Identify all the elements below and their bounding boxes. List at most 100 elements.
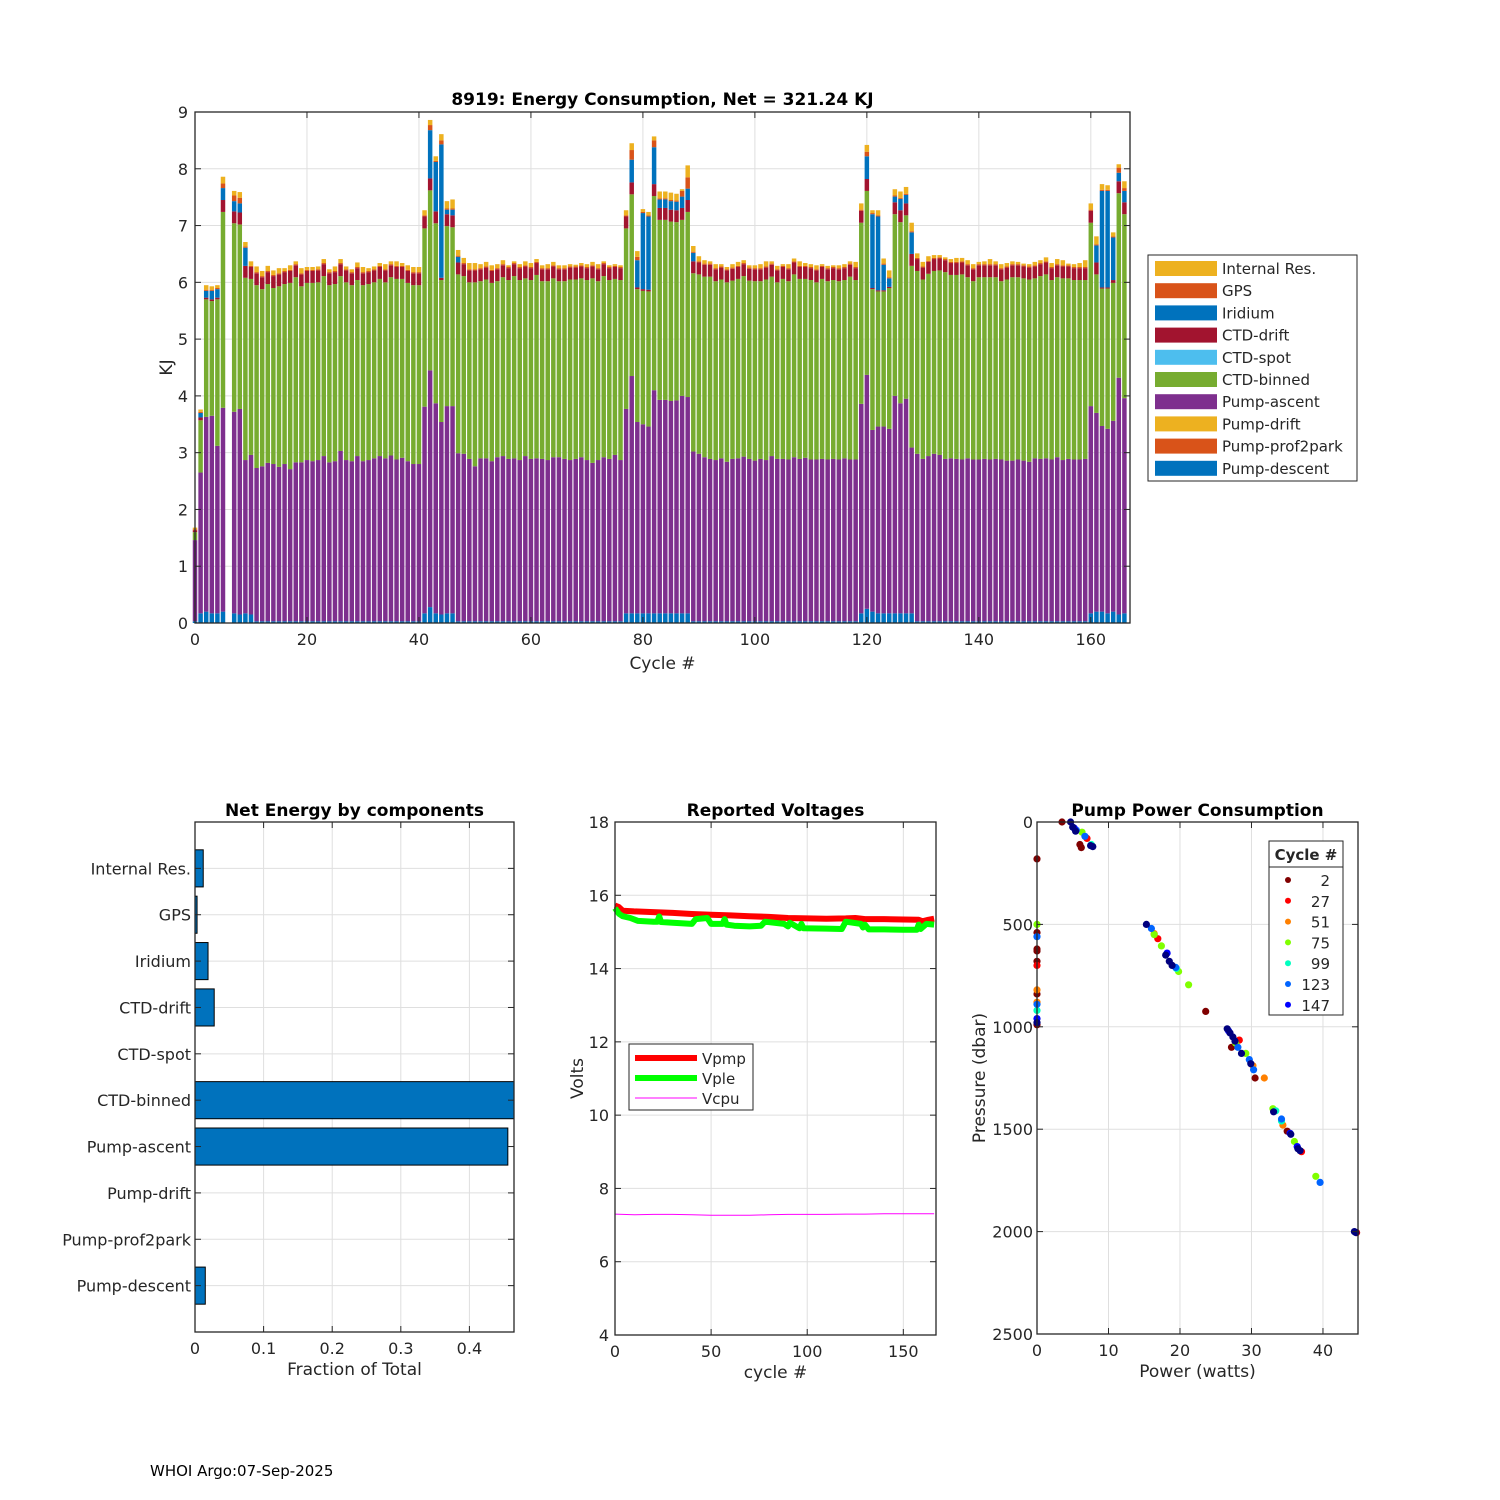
scatter-point-cycle-2 [1202,1007,1210,1016]
legend-swatch [1155,349,1217,365]
bar-segment-pump-descent [970,621,976,623]
bar-segment-gps [741,263,746,265]
bar-segment-ctd-binned [993,277,998,459]
bar-segment-ctd-binned [405,282,410,462]
bar-segment-internal-res- [735,261,741,266]
scatter-point-cycle-75 [1150,931,1158,939]
bar-segment-ctd-drift [987,265,993,278]
bar-segment-ctd-drift [539,269,545,282]
bar-segment-internal-res- [360,267,366,273]
bar-segment-ctd-binned [517,280,522,461]
bar-segment-internal-res- [713,264,718,269]
legend-marker [1285,960,1291,967]
bar-segment-ctd-binned [523,278,528,457]
bar-segment-ctd-binned [215,299,220,446]
bar-segment-pump-descent [483,621,489,623]
bar-segment-ctd-drift [646,289,651,292]
bar-segment-ctd-binned [724,282,730,462]
bar-segment-ctd-drift [215,297,220,300]
bar-segment-ctd-binned [243,277,248,461]
legend-label: Pump-drift [1222,415,1301,433]
bar-segment-pump-descent [1032,621,1038,623]
bar-segment-ctd-drift [579,266,584,279]
bar-segment-ctd-drift [663,207,668,220]
footer-timestamp: WHOI Argo:07-Sep-2025 [150,1462,333,1480]
bar-segment-ctd-drift [909,253,914,266]
bar-segment-pump-ascent [1043,458,1049,622]
legend-swatch [1155,372,1217,387]
bar-segment-gps [1071,267,1077,269]
bar-segment-pump-ascent [998,459,1004,622]
bar-segment-internal-res- [523,261,528,266]
bar-segment-pump-ascent [1066,458,1071,622]
bar-segment-pump-descent [797,621,802,623]
bar-segment-ctd-binned [467,282,472,459]
bar-segment-pump-ascent [814,459,819,622]
y-tick-label: 500 [1002,915,1033,934]
bar-segment-ctd-drift [287,270,293,283]
bar-segment-gps [422,215,427,217]
bar-segment-ctd-drift [970,269,976,282]
bar-segment-gps [1054,264,1060,266]
bar-segment-iridium [1094,245,1099,263]
bar-segment-pump-ascent [511,458,517,622]
bar-segment-gps [954,261,959,264]
bar-segment-gps [937,257,942,259]
bar-segment-pump-ascent [500,456,506,622]
bar-segment-ctd-drift [954,263,959,275]
bar-segment-internal-res- [1071,264,1077,267]
bar-segment-pump-descent [433,613,438,623]
bar-segment-ctd-binned [444,226,450,407]
y-tick-label: 6 [178,273,188,292]
bar-segment-gps [724,269,730,271]
legend-marker [1285,1001,1291,1008]
bar-segment-ctd-binned [1049,280,1054,460]
bar-segment-pump-ascent [276,466,282,622]
bar-segment-pump-descent [847,621,853,623]
bar-segment-gps [562,268,567,270]
bar-segment-iridium [691,252,696,262]
bar-segment-ctd-drift [842,268,847,281]
x-tick-label: 0 [610,1342,620,1361]
y-tick-label: 2000 [992,1223,1033,1242]
legend-swatch [1155,327,1217,343]
bar-segment-ctd-drift [405,270,410,283]
bar-segment-ctd-drift [1088,210,1094,223]
bar-segment-pump-descent [1043,621,1049,623]
bar-segment-iridium [881,264,886,291]
bar-segment-pump-ascent [461,453,466,622]
bar-segment-ctd-drift [495,269,500,282]
bar-segment-pump-ascent [1021,460,1026,622]
bar-segment-gps [539,268,545,270]
bar-segment-pump-ascent [635,422,640,614]
bar-segment-internal-res- [674,193,679,201]
bar-segment-pump-descent [271,621,276,623]
bar-segment-gps [349,272,355,274]
bar-segment-ctd-drift [1054,265,1060,278]
bar-segment-iridium [903,194,909,204]
bar-segment-gps [595,268,601,270]
bar-segment-pump-ascent [612,454,618,622]
scatter-point-cycle-other [1072,827,1080,835]
bar-segment-iridium [657,199,662,208]
bar-segment-pump-ascent [478,458,483,622]
bar-segment-pump-descent [1116,614,1122,623]
bar-segment-ctd-binned [1082,280,1088,459]
bar-segment-pump-ascent [388,455,394,622]
bar-segment-pump-descent [495,621,500,623]
bar-segment-pump-descent [388,621,394,623]
bar-segment-iridium [668,201,674,210]
bar-segment-internal-res- [416,267,422,273]
bar-segment-internal-res- [500,260,506,265]
bar-segment-pump-ascent [623,408,629,614]
bar-segment-ctd-binned [847,276,853,460]
bar-segment-ctd-binned [752,281,758,461]
bar-segment-pump-descent [517,621,522,623]
bar-segment-internal-res- [439,134,444,141]
bar-segment-pump-descent [926,621,931,623]
bar-segment-pump-descent [1010,621,1015,623]
bar-segment-internal-res- [1060,260,1066,266]
bar-segment-internal-res- [769,261,774,264]
bar-segment-pump-descent [836,621,842,623]
bar-segment-pump-ascent [271,464,276,622]
